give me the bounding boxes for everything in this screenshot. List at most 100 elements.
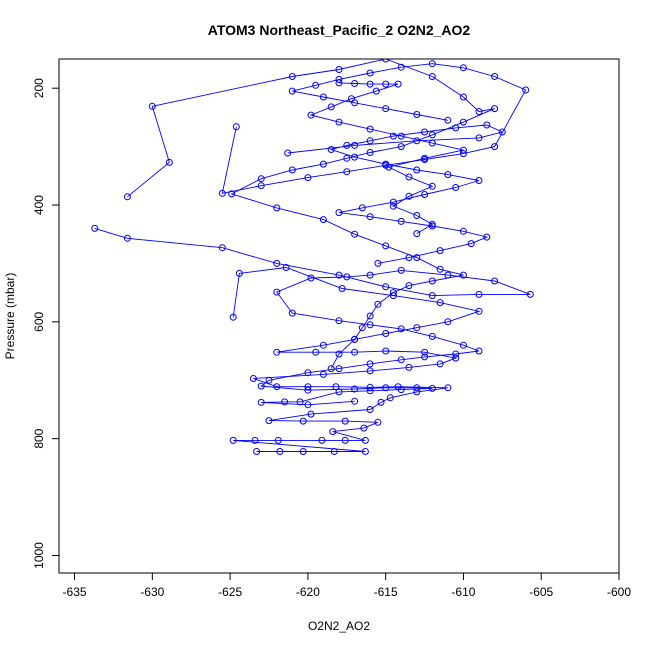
data-point: [428, 277, 436, 285]
data-point: [459, 341, 467, 349]
data-point: [452, 184, 460, 191]
data-point: [382, 80, 390, 88]
x-tick-label: -605: [529, 585, 553, 599]
data-point: [405, 282, 413, 290]
data-point: [421, 353, 429, 361]
data-point: [229, 436, 237, 444]
data-point: [273, 348, 281, 356]
data-point: [319, 216, 327, 224]
data-point: [475, 347, 483, 355]
data-point: [304, 174, 312, 182]
x-tick-label: -615: [374, 585, 398, 599]
data-point: [405, 254, 413, 262]
data-point: [329, 428, 337, 436]
data-point: [459, 227, 467, 235]
data-point: [343, 141, 351, 149]
data-point: [374, 259, 382, 267]
data-point: [338, 285, 346, 292]
data-point: [366, 321, 374, 329]
data-point: [397, 217, 405, 225]
data-point: [307, 410, 315, 418]
data-point: [351, 348, 359, 356]
data-point: [335, 75, 343, 83]
data-point: [335, 271, 343, 279]
data-point: [389, 289, 397, 297]
data-point: [253, 448, 261, 455]
data-point: [428, 73, 436, 80]
data-point: [123, 234, 131, 242]
data-point: [335, 209, 343, 217]
data-point: [361, 436, 369, 444]
data-point: [421, 154, 429, 162]
data-point: [351, 397, 359, 405]
data-point: [335, 365, 343, 373]
x-tick-label: -610: [451, 585, 475, 599]
x-axis: -635 -630 -625 -620 -615 -610 -605 -600: [63, 573, 631, 599]
data-point: [335, 317, 343, 325]
data-point: [421, 128, 429, 136]
data-point: [475, 134, 483, 142]
data-point: [394, 80, 402, 88]
data-point: [366, 149, 374, 156]
data-point: [444, 318, 452, 326]
data-point: [436, 265, 444, 273]
data-point: [361, 448, 369, 455]
data-point: [273, 259, 281, 267]
data-point: [235, 269, 243, 277]
x-tick-label: -620: [296, 585, 320, 599]
data-point: [382, 242, 390, 250]
data-point: [452, 350, 460, 358]
data-point: [366, 360, 374, 368]
data-point: [382, 384, 390, 392]
data-point: [397, 266, 405, 274]
data-point: [343, 154, 351, 162]
data-point: [335, 66, 343, 73]
series-line: [232, 267, 481, 452]
data-point: [382, 105, 390, 113]
flight-profile-3: [123, 59, 499, 373]
data-point: [366, 387, 374, 395]
data-point: [218, 189, 226, 197]
series-line: [309, 82, 464, 234]
y-tick-label: 600: [32, 312, 46, 332]
data-point: [304, 386, 312, 394]
data-point: [366, 213, 374, 221]
data-point: [257, 175, 265, 183]
data-point: [382, 283, 390, 291]
data-point: [459, 118, 467, 126]
data-point: [281, 398, 289, 406]
data-point: [413, 230, 421, 238]
series-layer: [91, 59, 534, 455]
flight-profile-6: [307, 79, 467, 238]
data-point: [148, 102, 156, 110]
data-point: [351, 230, 359, 238]
data-point: [327, 365, 335, 373]
data-point: [382, 347, 390, 355]
data-point: [288, 309, 296, 317]
data-point: [265, 376, 273, 384]
data-point: [318, 436, 326, 444]
data-point: [413, 384, 421, 392]
data-point: [459, 150, 467, 158]
data-point: [273, 204, 281, 212]
data-point: [360, 424, 368, 432]
data-point: [366, 80, 374, 88]
data-point: [335, 350, 343, 358]
data-point: [444, 171, 452, 179]
data-point: [428, 332, 436, 340]
data-point: [389, 132, 397, 140]
data-point: [405, 363, 413, 371]
data-point: [351, 141, 359, 149]
data-point: [335, 79, 343, 87]
data-point: [522, 86, 530, 94]
data-point: [251, 436, 259, 444]
data-point: [385, 163, 393, 171]
data-point: [229, 313, 237, 321]
flight-profile-2: [91, 224, 534, 409]
data-point: [467, 240, 475, 248]
flight-profile-5: [218, 60, 530, 197]
data-point: [257, 182, 265, 190]
data-point: [405, 173, 413, 181]
data-point: [397, 63, 405, 71]
data-point: [483, 121, 491, 129]
